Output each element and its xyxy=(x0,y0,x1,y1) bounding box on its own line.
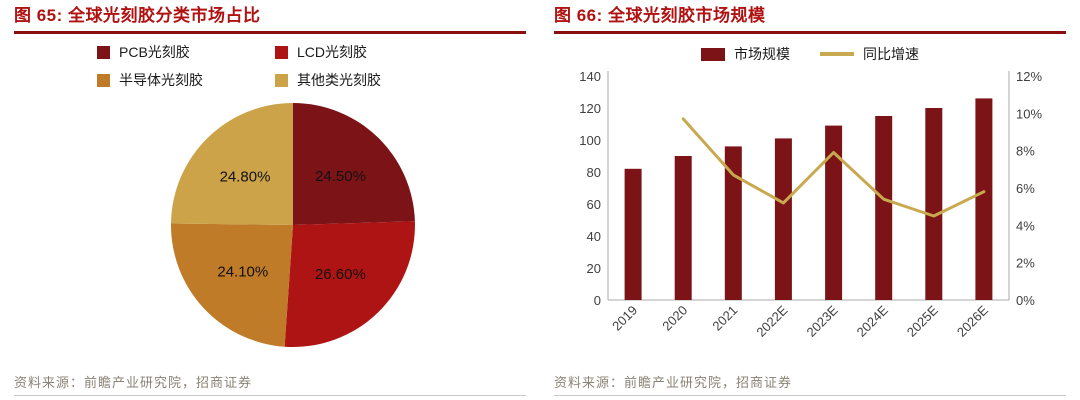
bar-2024E xyxy=(874,116,892,300)
legend-swatch xyxy=(275,45,288,59)
bar-series-legend-item: 市场规模 xyxy=(701,44,790,64)
left-axis-tick-label: 40 xyxy=(586,229,600,244)
x-axis-label: 2020 xyxy=(659,303,690,334)
bar-2020 xyxy=(674,156,692,300)
right-axis-tick-label: 12% xyxy=(1016,69,1042,84)
legend-label: 其他类光刻胶 xyxy=(297,72,381,88)
line-series-legend-item: 同比增速 xyxy=(820,44,919,64)
bar-2021 xyxy=(724,146,742,300)
left-axis-tick-label: 20 xyxy=(586,261,600,276)
bar-2022E xyxy=(774,138,792,300)
bar-2019 xyxy=(624,168,642,300)
left-axis-tick-label: 140 xyxy=(579,69,601,84)
left-axis-tick-label: 100 xyxy=(579,133,601,148)
figure-66-title-rule xyxy=(554,31,1066,34)
growth-line xyxy=(681,117,985,218)
legend-label: 半导体光刻胶 xyxy=(119,72,203,88)
pie-chart: 24.50% 26.60% 24.10% 24.80% xyxy=(170,103,415,347)
pie-slice-4 xyxy=(171,103,293,225)
left-axis-tick-label: 60 xyxy=(586,197,600,212)
legend-swatch xyxy=(97,73,110,87)
bar-legend-swatch xyxy=(701,47,725,61)
right-axis-tick-label: 2% xyxy=(1016,256,1035,271)
pie-value-label: 24.80% xyxy=(220,168,271,185)
figure-66-bottom-rule xyxy=(554,395,1066,396)
figure-65-title: 图 65: 全球光刻胶分类市场占比 xyxy=(14,6,261,25)
bar-chart-legend: 市场规模 同比增速 xyxy=(554,44,1066,64)
right-axis-tick-label: 4% xyxy=(1016,218,1035,233)
left-axis-tick-label: 0 xyxy=(593,293,600,308)
bar-2023E xyxy=(824,125,842,300)
legend-label: PCB光刻胶 xyxy=(119,44,190,60)
x-axis-label: 2021 xyxy=(709,303,740,334)
pie-value-label: 24.50% xyxy=(315,168,366,185)
figure-65-bottom-rule xyxy=(14,395,526,396)
legend-swatch xyxy=(97,45,110,59)
legend-label: 市场规模 xyxy=(734,46,790,62)
pie-value-label: 26.60% xyxy=(315,266,366,283)
line-legend-swatch xyxy=(820,52,854,56)
figure-65-source: 资料来源：前瞻产业研究院，招商证券 xyxy=(14,375,253,390)
pie-slice-2 xyxy=(284,221,415,347)
figure-66-panel: 图 66: 全球光刻胶市场规模 市场规模 同比增速 0 20 40 60 80 100 120… xyxy=(540,0,1080,400)
x-axis-label: 2024E xyxy=(853,302,890,339)
left-axis-tick-label: 80 xyxy=(586,165,600,180)
x-axis-label: 2022E xyxy=(753,302,790,339)
legend-label: LCD光刻胶 xyxy=(297,44,368,60)
x-axis-label: 2026E xyxy=(953,302,990,339)
right-axis-tick-label: 6% xyxy=(1016,181,1035,196)
right-axis-tick-label: 8% xyxy=(1016,144,1035,159)
bar-line-chart: 0 20 40 60 80 100 120 140 0% 2% 4% 6% 8% 10% 12% 2019 20… xyxy=(579,69,1042,340)
figure-66-source: 资料来源：前瞻产业研究院，招商证券 xyxy=(554,375,793,390)
bar-2025E xyxy=(924,108,942,300)
bar-2026E xyxy=(974,98,992,301)
figure-66-title: 图 66: 全球光刻胶市场规模 xyxy=(554,6,766,25)
pie-slice-3 xyxy=(170,223,293,347)
legend-swatch xyxy=(275,73,288,87)
left-axis-tick-label: 120 xyxy=(579,101,601,116)
pie-legend-item-2: LCD光刻胶 xyxy=(275,42,443,62)
right-axis-tick-label: 0% xyxy=(1016,293,1035,308)
pie-chart-legend: PCB光刻胶 LCD光刻胶半导体光刻胶 其他类光刻胶 xyxy=(14,42,526,90)
x-axis-label: 2025E xyxy=(903,302,940,339)
figure-65-title-rule xyxy=(14,31,526,34)
legend-label: 同比增速 xyxy=(863,46,919,62)
pie-legend-item-4: 其他类光刻胶 xyxy=(275,70,443,90)
figure-65-panel: 图 65: 全球光刻胶分类市场占比 PCB光刻胶 LCD光刻胶半导体光刻胶 其他类光… xyxy=(14,6,526,396)
pie-legend-item-3: 半导体光刻胶 xyxy=(97,70,265,90)
pie-value-label: 24.10% xyxy=(217,263,268,280)
right-axis-tick-label: 10% xyxy=(1016,106,1042,121)
pie-legend-item-1: PCB光刻胶 xyxy=(97,42,265,62)
x-axis-label: 2019 xyxy=(609,303,640,334)
x-axis-label: 2023E xyxy=(803,302,840,339)
pie-slice-1 xyxy=(293,103,415,225)
